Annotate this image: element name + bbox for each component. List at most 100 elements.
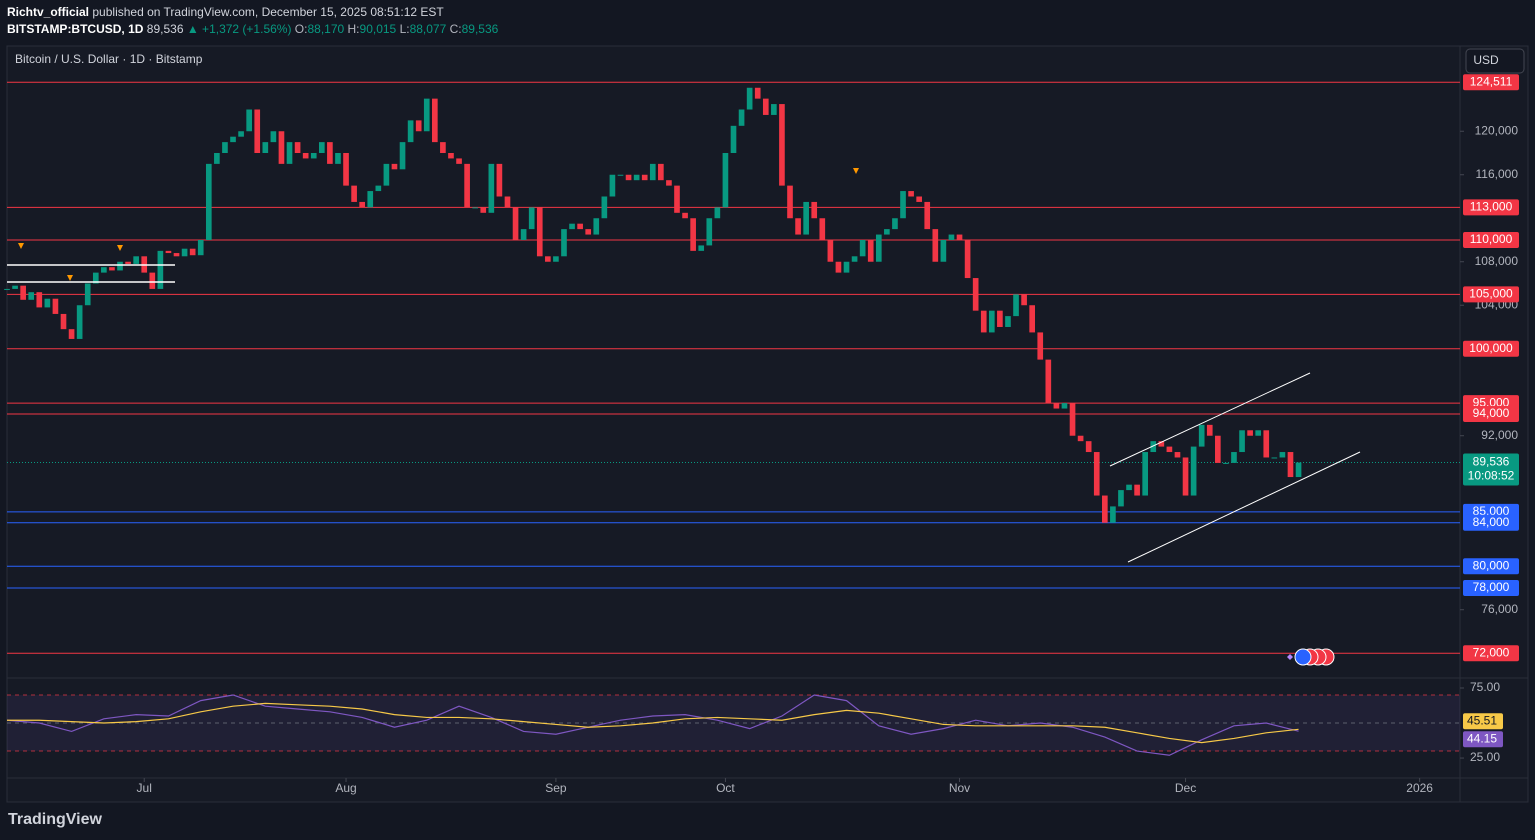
- candle: [1215, 435, 1221, 463]
- rsi-line: [6, 694, 1299, 756]
- candle: [892, 218, 898, 230]
- signal-marker: [18, 243, 24, 249]
- level-label: 72,000: [1473, 645, 1510, 659]
- candle: [52, 298, 59, 314]
- candle: [545, 256, 551, 262]
- candle: [133, 256, 139, 264]
- candle: [1198, 424, 1205, 447]
- level-badge: [1463, 286, 1519, 303]
- y-tick-label: 92,000: [1481, 428, 1518, 442]
- x-tick-label: Dec: [1175, 781, 1196, 795]
- x-tick-label: Jul: [137, 781, 152, 795]
- chart-title: Bitcoin / U.S. Dollar · 1D · Bitstamp: [15, 52, 203, 66]
- candle: [948, 234, 955, 240]
- candle: [593, 218, 600, 235]
- candle: [1110, 506, 1116, 523]
- level-label: 94,000: [1473, 406, 1510, 420]
- candle: [875, 234, 882, 262]
- currency[interactable]: USD: [1473, 53, 1499, 67]
- candle: [359, 201, 366, 208]
- candle: [36, 292, 43, 308]
- candle: [351, 185, 357, 202]
- candle: [76, 305, 83, 339]
- level-label: 78,000: [1473, 580, 1510, 594]
- candle: [440, 142, 446, 154]
- candle: [658, 163, 664, 181]
- candle: [932, 229, 939, 262]
- candle: [1118, 490, 1124, 507]
- last-price-badge: [1463, 453, 1519, 486]
- channel-lower[interactable]: [1127, 451, 1361, 563]
- candle: [1005, 316, 1011, 327]
- candle: [262, 142, 269, 154]
- rsi-pane: [6, 694, 1460, 756]
- candle: [1142, 452, 1149, 496]
- event-icon[interactable]: [1294, 648, 1312, 666]
- candle: [294, 142, 301, 154]
- candle: [415, 120, 422, 132]
- candle: [617, 174, 624, 176]
- candle: [859, 239, 866, 257]
- l-label: L:: [399, 22, 410, 36]
- event-icon[interactable]: [1287, 654, 1293, 660]
- candle: [512, 207, 519, 240]
- candle: [302, 153, 309, 159]
- candle: [795, 218, 801, 235]
- rsi-tick-label: 75.00: [1470, 680, 1500, 694]
- event-icons[interactable]: [1287, 648, 1335, 666]
- candle: [803, 201, 809, 235]
- candle: [254, 109, 261, 154]
- candle: [278, 131, 285, 164]
- channel-upper[interactable]: [1109, 372, 1311, 467]
- h-value: 90,015: [359, 22, 397, 36]
- header: Richtv_official published on TradingView…: [7, 4, 498, 38]
- candle: [553, 256, 559, 262]
- candle: [189, 248, 196, 256]
- candle: [827, 239, 834, 262]
- levels: [7, 81, 1460, 654]
- rsi-badge: [1463, 713, 1503, 730]
- level-badge: [1463, 74, 1519, 91]
- candle: [569, 223, 575, 230]
- candle: [738, 109, 745, 126]
- candle: [924, 201, 931, 230]
- candle: [916, 196, 922, 202]
- countdown: 10:08:52: [1468, 469, 1515, 483]
- candle: [601, 196, 608, 219]
- candle: [730, 125, 737, 154]
- candle: [1134, 484, 1140, 496]
- candle: [625, 174, 632, 181]
- currency-button[interactable]: [1465, 48, 1525, 74]
- candle: [84, 283, 91, 306]
- candle: [480, 207, 487, 213]
- candle: [28, 292, 35, 300]
- candle: [762, 98, 769, 115]
- candle: [383, 163, 390, 186]
- level-badge: [1463, 405, 1519, 422]
- candle: [101, 267, 107, 273]
- author[interactable]: Richtv_official: [7, 5, 90, 19]
- x-tick-label: Oct: [716, 781, 735, 795]
- candle: [214, 153, 220, 164]
- candle: [980, 310, 987, 333]
- candle: [811, 201, 818, 219]
- level-badge: [1463, 340, 1519, 357]
- level-label: 85,000: [1473, 504, 1510, 518]
- symbol: BITSTAMP:BTCUSD, 1D: [7, 22, 144, 36]
- candle: [633, 174, 640, 181]
- candle: [197, 239, 204, 256]
- candle: [988, 310, 995, 333]
- candle: [1101, 495, 1108, 523]
- candle: [940, 239, 947, 262]
- l-value: 88,077: [409, 22, 447, 36]
- change: ▲ +1,372 (+1.56%): [186, 22, 292, 36]
- candle: [851, 256, 858, 262]
- published: published on TradingView.com, December 1…: [92, 5, 444, 19]
- candle: [972, 278, 979, 311]
- level-label: 80,000: [1473, 558, 1510, 572]
- candle: [1231, 452, 1237, 463]
- candle: [1182, 457, 1189, 496]
- candle: [165, 250, 172, 254]
- level-badge: [1463, 199, 1519, 216]
